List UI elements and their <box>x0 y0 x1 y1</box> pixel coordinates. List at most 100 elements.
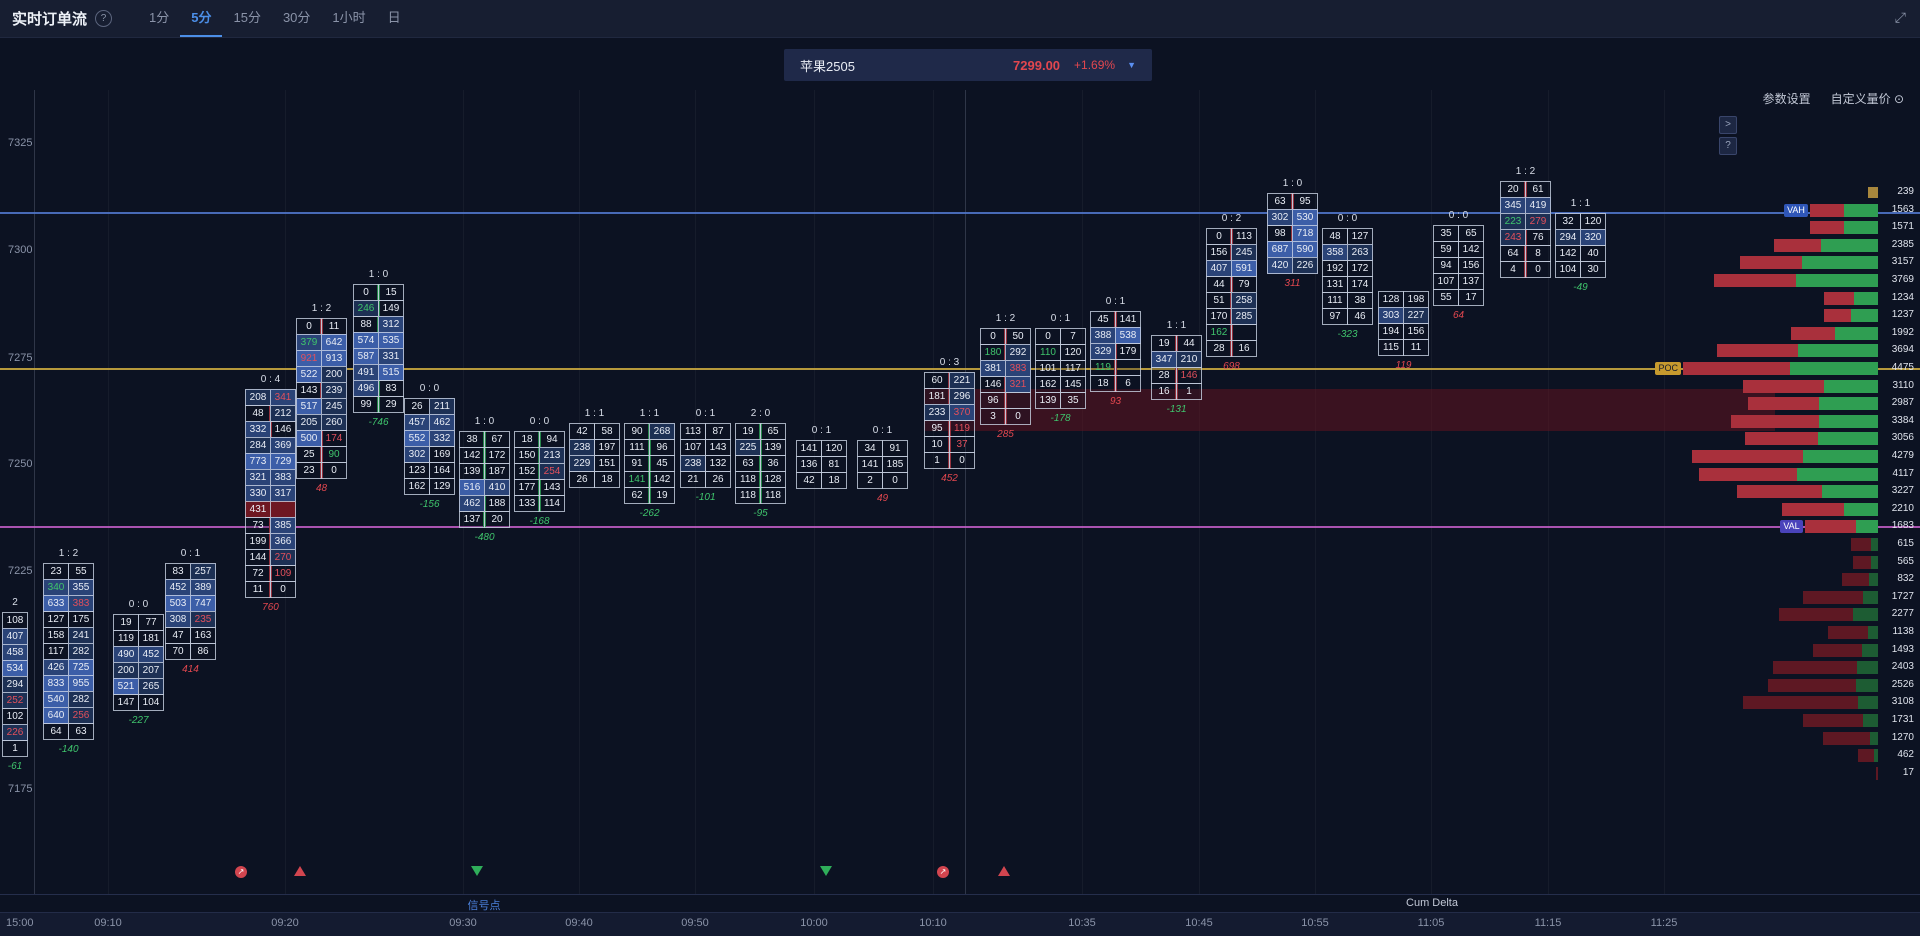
bid-cell: 308 <box>165 611 191 628</box>
imbalance-header: 0 : 3 <box>939 357 960 368</box>
footprint-row: 28 146 <box>1151 367 1202 384</box>
volume-segment-sell <box>1857 749 1874 763</box>
bid-cell: 457 <box>404 414 430 431</box>
ask-cell: 46 <box>1347 308 1373 325</box>
delta-footer: -131 <box>1166 404 1187 415</box>
signal-marker-triangle-down[interactable] <box>471 866 483 876</box>
signal-marker-circle-arrow[interactable]: ↗ <box>937 866 949 878</box>
bid-cell: 35 <box>1433 225 1459 242</box>
footprint-row: 500 174 <box>296 430 347 447</box>
delta-footer: -480 <box>474 532 495 543</box>
bid-cell: 303 <box>1378 307 1404 324</box>
footprint-column: 0 : 4 208 341 48 212 332 146 284 369 773 729 321 383… <box>245 373 296 613</box>
bid-cell: 28 <box>1151 367 1177 384</box>
signal-marker-triangle-up[interactable] <box>998 866 1010 876</box>
tab-30min[interactable]: 30分 <box>282 10 311 25</box>
delta-footer: 311 <box>1284 278 1301 289</box>
bid-cell: 552 <box>404 430 430 447</box>
footprint-row: 302 169 <box>404 446 455 463</box>
volume-profile-bar <box>1767 678 1878 692</box>
signal-marker-triangle-down[interactable] <box>820 866 832 876</box>
custom-volume-button[interactable]: 自定义量价 ⊙ <box>1831 90 1904 107</box>
bid-cell: 123 <box>404 462 430 479</box>
chart-help-button[interactable]: ? <box>1719 137 1737 155</box>
ask-cell: 114 <box>539 495 565 512</box>
bid-cell: 381 <box>980 360 1006 377</box>
collapse-panel-button[interactable]: > <box>1719 116 1737 134</box>
volume-profile-value: 4475 <box>1891 362 1914 373</box>
bid-cell: 32 <box>1555 213 1581 230</box>
bid-cell: 452 <box>165 579 191 596</box>
delta-footer: -156 <box>419 499 440 510</box>
bid-cell: 21 <box>680 471 706 488</box>
bid-cell: 34 <box>857 440 883 457</box>
footprint-column: 0 : 0 48 127 358 263 192 172 131 174 111 38 97 46 -32… <box>1322 212 1373 340</box>
footprint-column: 0 : 1 83 257 452 389 503 747 308 235 47 163 70 86 414 <box>165 547 216 675</box>
ask-cell <box>1231 324 1257 341</box>
ask-cell: 212 <box>270 405 296 422</box>
ask-cell: 0 <box>270 581 296 598</box>
imbalance-header: 0 : 1 <box>1105 296 1126 307</box>
bid-cell: 246 <box>353 300 379 317</box>
ask-cell <box>270 501 296 518</box>
bid-cell: 388 <box>1090 327 1116 344</box>
footprint-row: 118 128 <box>735 471 786 488</box>
volume-segment-sell <box>1742 696 1858 710</box>
bid-cell: 26 <box>569 471 595 488</box>
delta-footer: 64 <box>1452 310 1465 321</box>
volume-profile-value: 3056 <box>1891 432 1914 444</box>
tab-1hour[interactable]: 1小时 <box>332 10 366 25</box>
volume-profile-bar <box>1691 450 1878 463</box>
circle-arrow-icon: ↗ <box>937 866 949 878</box>
triangle-up-icon <box>998 866 1010 876</box>
ask-cell: 29 <box>378 396 404 413</box>
bid-cell: 127 <box>43 611 69 628</box>
footprint-row: 522 200 <box>296 366 347 383</box>
footprint-row: 521 265 <box>113 678 164 695</box>
ask-cell: 11 <box>321 318 347 335</box>
footprint-row: 321 383 <box>245 469 296 486</box>
signal-marker-circle-arrow[interactable]: ↗ <box>235 866 247 878</box>
footprint-row: 133 114 <box>514 495 565 512</box>
bid-cell: 98 <box>1267 225 1293 242</box>
footprint-row: 462 188 <box>459 495 510 512</box>
signal-marker-triangle-up[interactable] <box>294 866 306 876</box>
ask-cell: 146 <box>1176 367 1202 384</box>
bid-cell: 162 <box>1035 376 1061 393</box>
tab-day[interactable]: 日 <box>387 10 401 25</box>
ask-cell: 292 <box>1005 344 1031 361</box>
time-axis-label: 10:45 <box>1185 917 1213 929</box>
bid-cell: 150 <box>514 447 540 464</box>
footprint-row: 534 <box>2 660 28 677</box>
ask-cell: 38 <box>1347 292 1373 309</box>
ask-cell: 263 <box>1347 244 1373 261</box>
volume-segment-buy <box>1868 626 1878 639</box>
ask-cell: 45 <box>649 455 675 472</box>
footprint-column: 1 : 1 19 44 347 210 28 146 16 1 -131 <box>1151 319 1202 415</box>
footprint-column: 1 : 0 63 95 302 530 98 718 687 590 420 226 311 <box>1267 177 1318 289</box>
bid-cell: 91 <box>624 455 650 472</box>
ask-cell: 245 <box>1231 244 1257 261</box>
footprint-row: 131 174 <box>1322 276 1373 293</box>
help-icon[interactable]: ? <box>95 10 113 27</box>
bid-cell: 20 <box>1500 181 1526 198</box>
tab-1min[interactable]: 1分 <box>149 10 170 25</box>
ask-cell: 86 <box>190 643 216 660</box>
time-axis-label: 11:25 <box>1650 917 1678 929</box>
volume-profile-value: 1992 <box>1891 326 1914 338</box>
contract-selector[interactable]: 苹果2505 7299.00 +1.69% ▼ <box>784 49 1152 81</box>
expand-icon[interactable]: ⤢ <box>1894 9 1906 25</box>
ask-cell: 141 <box>1115 311 1141 328</box>
ask-cell: 120 <box>1580 213 1606 230</box>
ask-cell: 458 <box>2 644 28 661</box>
time-axis[interactable]: 15:00 09:10 09:20 09:30 09:40 09:50 10:00 10:10… <box>0 912 1920 936</box>
ask-cell: 410 <box>484 479 510 496</box>
param-settings-button[interactable]: 参数设置 <box>1762 92 1811 106</box>
imbalance-header: 0 : 0 <box>419 383 440 394</box>
bid-cell: 133 <box>514 495 540 512</box>
bid-cell: 426 <box>43 659 69 676</box>
ask-cell: 19 <box>649 487 675 504</box>
tab-15min[interactable]: 15分 <box>233 10 261 25</box>
ask-cell: 16 <box>1231 340 1257 357</box>
tab-5min[interactable]: 5分 <box>180 0 223 37</box>
